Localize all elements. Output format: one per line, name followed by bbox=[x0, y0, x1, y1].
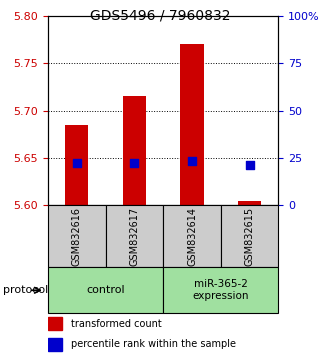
Text: GDS5496 / 7960832: GDS5496 / 7960832 bbox=[90, 9, 230, 23]
Bar bbox=[65, 125, 88, 205]
Bar bbox=[48, 318, 62, 330]
Text: GSM832616: GSM832616 bbox=[72, 207, 82, 266]
Point bbox=[189, 158, 195, 164]
Bar bbox=[238, 201, 261, 205]
Text: percentile rank within the sample: percentile rank within the sample bbox=[71, 339, 236, 349]
Point bbox=[74, 160, 79, 166]
Bar bbox=[48, 267, 163, 313]
Bar bbox=[163, 267, 278, 313]
Point bbox=[247, 162, 252, 167]
Text: control: control bbox=[86, 285, 125, 295]
Text: GSM832617: GSM832617 bbox=[129, 207, 140, 266]
Bar bbox=[48, 205, 106, 267]
Text: GSM832614: GSM832614 bbox=[187, 207, 197, 266]
Bar bbox=[180, 44, 204, 205]
Bar bbox=[106, 205, 163, 267]
Bar bbox=[123, 96, 146, 205]
Text: transformed count: transformed count bbox=[71, 319, 162, 329]
Text: GSM832615: GSM832615 bbox=[244, 207, 255, 266]
Bar bbox=[163, 205, 221, 267]
Point bbox=[132, 160, 137, 166]
Bar bbox=[221, 205, 278, 267]
Text: miR-365-2
expression: miR-365-2 expression bbox=[193, 279, 249, 302]
Bar bbox=[48, 338, 62, 351]
Text: protocol: protocol bbox=[3, 285, 48, 295]
